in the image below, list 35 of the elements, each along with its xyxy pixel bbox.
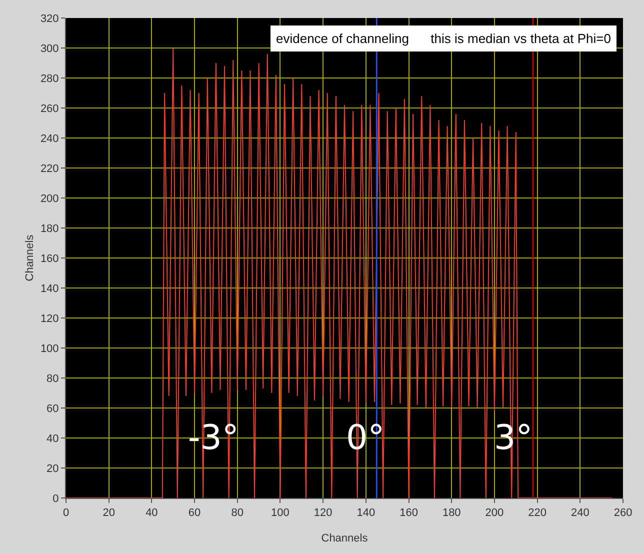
x-tick-label: 120	[314, 507, 332, 520]
y-tick-label: 220	[40, 162, 59, 175]
y-tick-label: 240	[40, 132, 59, 145]
y-tick-label: 180	[40, 222, 59, 235]
y-tick-label: 120	[40, 312, 59, 325]
x-tick-label: 100	[271, 507, 290, 520]
annotation: evidence of channeling this is median vs theta at Phi=0	[276, 31, 611, 46]
y-tick-label: 60	[46, 402, 59, 415]
y-tick-label: 320	[40, 12, 59, 25]
y-tick-label: 40	[46, 432, 59, 445]
y-tick-label: 20	[46, 462, 59, 475]
y-tick-label: 100	[40, 342, 59, 355]
x-tick-label: 220	[528, 507, 546, 520]
y-tick-label: 280	[40, 72, 59, 85]
y-tick-label: 0	[52, 492, 59, 505]
y-tick-label: 300	[40, 42, 59, 55]
y-tick-label: 200	[40, 192, 59, 205]
x-tick-label: 140	[356, 507, 376, 520]
x-tick-label: 260	[614, 507, 632, 520]
x-tick-label: 160	[400, 507, 418, 520]
line-series	[66, 48, 613, 498]
y-axis-title: Channels	[24, 234, 36, 282]
x-tick-label: 80	[231, 507, 244, 520]
x-tick-label: 40	[146, 507, 158, 520]
x-tick-label: 180	[442, 507, 461, 520]
x-tick-label: 20	[102, 507, 115, 520]
x-tick-label: 200	[485, 507, 504, 520]
x-axis-title: Channels	[321, 532, 368, 544]
x-tick-label: 0	[62, 507, 70, 520]
y-tick-label: 260	[40, 102, 59, 115]
y-tick-label: 160	[40, 252, 59, 265]
x-tick-label: 60	[188, 507, 201, 520]
y-tick-label: 80	[46, 372, 59, 385]
x-tick-label: 240	[570, 507, 590, 520]
y-tick-label: 140	[40, 282, 59, 295]
